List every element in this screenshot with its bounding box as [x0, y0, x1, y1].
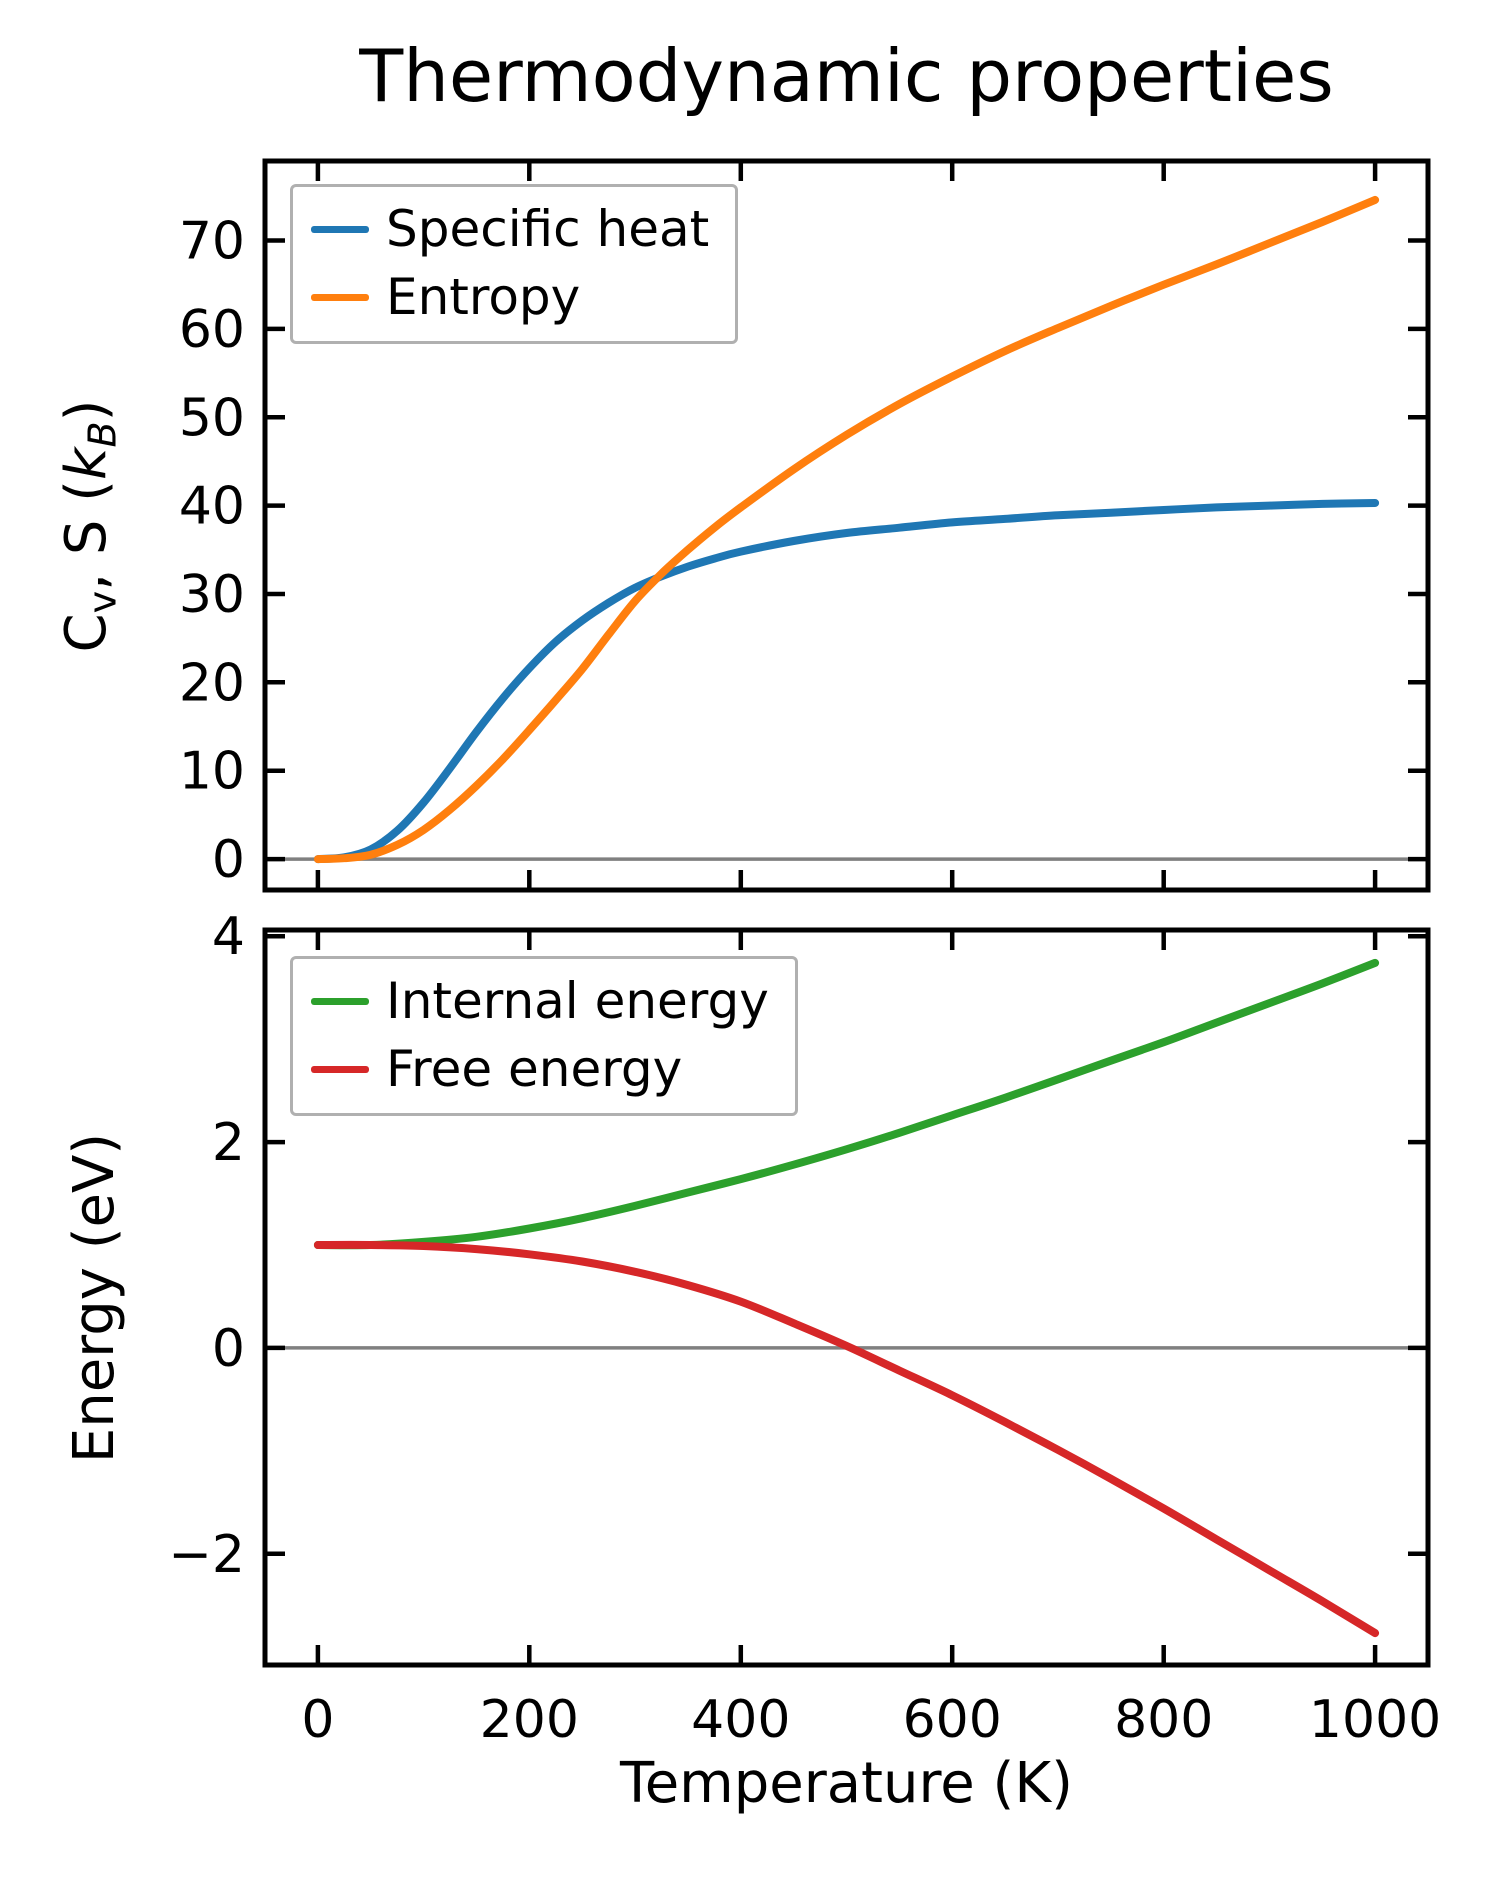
spines-1	[262, 927, 1431, 1668]
legend-swatch-internal-energy	[311, 997, 369, 1005]
ticks-0	[265, 161, 1428, 890]
legend-swatch-specific-heat	[311, 225, 369, 233]
series-entropy-curve	[313, 195, 1380, 864]
legend-label: Internal energy	[386, 972, 769, 1030]
y-tick-label: 20	[179, 653, 245, 713]
chart-title: Thermodynamic properties	[359, 34, 1334, 118]
y-tick-label: 0	[212, 830, 245, 890]
spines-0	[262, 158, 1431, 893]
legend-label: Specific heat	[386, 200, 710, 258]
x-tick-label: 0	[301, 1690, 334, 1750]
y-tick-label: 50	[179, 388, 245, 448]
y-tick-label: 0	[212, 1319, 245, 1379]
legend-item-specific-heat: Specific heat	[311, 197, 709, 261]
y-tick-label: −2	[168, 1525, 245, 1585]
legend-swatch-entropy	[311, 293, 369, 301]
legend-item-internal-energy: Internal energy	[311, 969, 769, 1033]
y-tick-label: 30	[179, 565, 245, 625]
y-axis-label-1: Energy (eV)	[62, 1132, 127, 1463]
y-tick-label: 40	[179, 477, 245, 537]
y-axis-label-0: Cv, S (kB)	[54, 399, 125, 652]
y-tick-label: 10	[179, 742, 245, 802]
series-internal-energy-curve	[313, 958, 1380, 1250]
y-tick-label: 70	[179, 212, 245, 272]
x-tick-label: 800	[1114, 1690, 1213, 1750]
x-tick-label: 1000	[1309, 1690, 1441, 1750]
series-free-energy-curve	[313, 1240, 1380, 1638]
x-tick-label: 200	[480, 1690, 579, 1750]
y-tick-label: 60	[179, 300, 245, 360]
ticks-1	[265, 930, 1428, 1665]
legend-0: Specific heat Entropy	[290, 184, 739, 344]
x-axis-label: Temperature (K)	[620, 1751, 1073, 1816]
x-tick-label: 600	[903, 1690, 1002, 1750]
legend-swatch-free-energy	[311, 1065, 369, 1073]
legend-label: Free energy	[386, 1040, 683, 1098]
x-tick-label: 400	[691, 1690, 790, 1750]
axes-0: 0 10 20 30 40 50 60 70	[179, 158, 1431, 893]
axes-1: −2 0 2 4 0 200 400 600 800 1000	[168, 907, 1441, 1750]
legend-item-entropy: Entropy	[311, 265, 709, 329]
legend-item-free-energy: Free energy	[311, 1037, 769, 1101]
legend-label: Entropy	[386, 268, 581, 326]
series-specific-heat-curve	[313, 499, 1380, 864]
y-tick-label: 2	[212, 1113, 245, 1173]
y-tick-label: 4	[212, 907, 245, 967]
legend-1: Internal energy Free energy	[290, 956, 798, 1116]
